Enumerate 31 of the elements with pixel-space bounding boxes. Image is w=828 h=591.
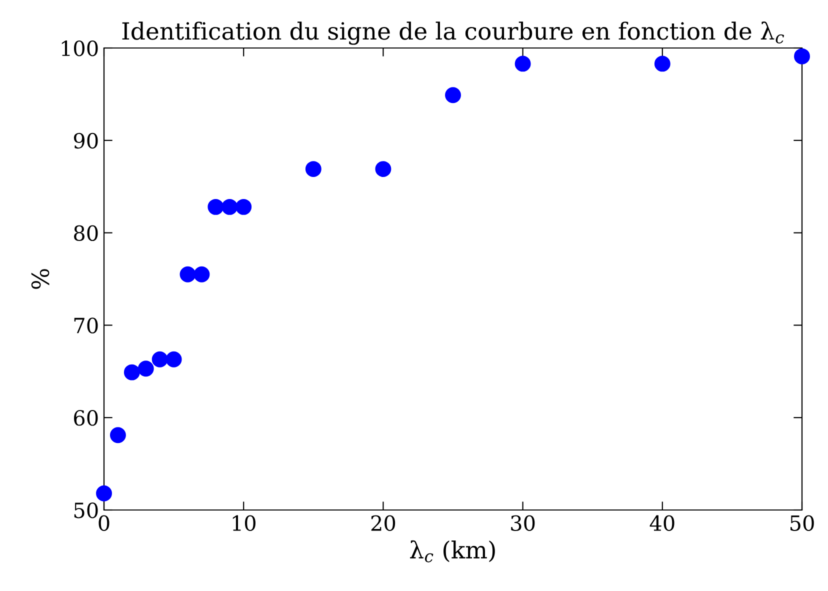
x-tick-label: 40 (650, 515, 674, 531)
y-tick-label: 70 (74, 318, 98, 334)
y-tick-label: 50 (74, 502, 98, 518)
y-tick-label: 80 (74, 225, 98, 242)
point (96, 485, 112, 502)
x-axis-title: λ$_{c}$ (km) (410, 540, 495, 562)
y-tick-label: 100 (62, 40, 98, 56)
point (152, 351, 168, 368)
x-tick-label: 0 (98, 515, 110, 531)
point (180, 266, 196, 282)
point (445, 87, 461, 104)
y-axis-title: % (31, 269, 50, 289)
point (194, 266, 210, 282)
x-tick-label: 50 (790, 515, 814, 531)
point (375, 161, 392, 178)
x-tick-label: 10 (232, 515, 256, 531)
point (514, 56, 531, 72)
point (222, 198, 238, 215)
x-tick-label: 30 (511, 515, 535, 531)
point (236, 198, 252, 215)
x-tick-label: 20 (371, 515, 396, 531)
point (305, 161, 322, 178)
point (208, 198, 224, 215)
y-tick-label: 60 (74, 410, 98, 426)
chart-title: Identification du signe de la courbure en fonction de λ$_{c}$ (122, 21, 784, 45)
point (110, 427, 126, 444)
y-tick-label: 90 (74, 132, 98, 149)
point (166, 351, 182, 368)
point (654, 56, 670, 72)
point (124, 364, 140, 380)
point (138, 360, 154, 377)
